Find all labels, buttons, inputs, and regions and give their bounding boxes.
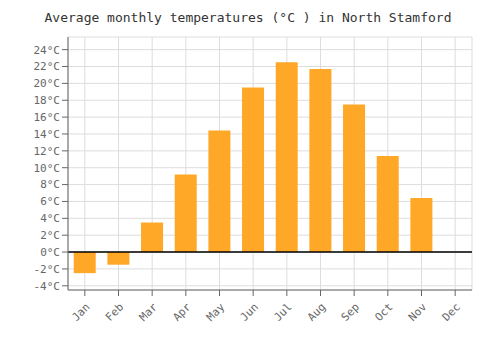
svg-text:Nov: Nov [406, 300, 430, 324]
svg-text:16°C: 16°C [34, 111, 61, 124]
svg-text:2°C: 2°C [40, 229, 60, 242]
svg-text:12°C: 12°C [34, 145, 61, 158]
svg-text:8°C: 8°C [40, 178, 60, 191]
svg-text:0°C: 0°C [40, 246, 60, 259]
svg-text:Jul: Jul [271, 301, 294, 324]
svg-text:Oct: Oct [372, 301, 395, 324]
svg-text:4°C: 4°C [40, 212, 60, 225]
svg-text:18°C: 18°C [34, 94, 61, 107]
svg-text:-2°C: -2°C [34, 263, 61, 276]
svg-text:Jun: Jun [238, 301, 261, 324]
svg-text:May: May [204, 300, 228, 324]
svg-text:24°C: 24°C [34, 44, 61, 57]
svg-text:Apr: Apr [170, 300, 194, 324]
html-text:Average monthly temperatures (: Average monthly temperatures (°C ) in No… [44, 10, 452, 25]
svg-text:Dec: Dec [440, 301, 463, 324]
svg-text:22°C: 22°C [34, 60, 61, 73]
svg-text:Feb: Feb [103, 301, 126, 324]
svg-text:14°C: 14°C [34, 128, 61, 141]
svg-text:Jan: Jan [69, 301, 92, 324]
svg-text:-4°C: -4°C [34, 280, 61, 293]
svg-text:Aug: Aug [305, 301, 328, 324]
svg-text:20°C: 20°C [34, 77, 61, 90]
svg-text:10°C: 10°C [34, 162, 61, 175]
svg-text:6°C: 6°C [40, 195, 60, 208]
svg-text:Mar: Mar [137, 300, 161, 324]
svg-text:Sep: Sep [339, 301, 362, 324]
